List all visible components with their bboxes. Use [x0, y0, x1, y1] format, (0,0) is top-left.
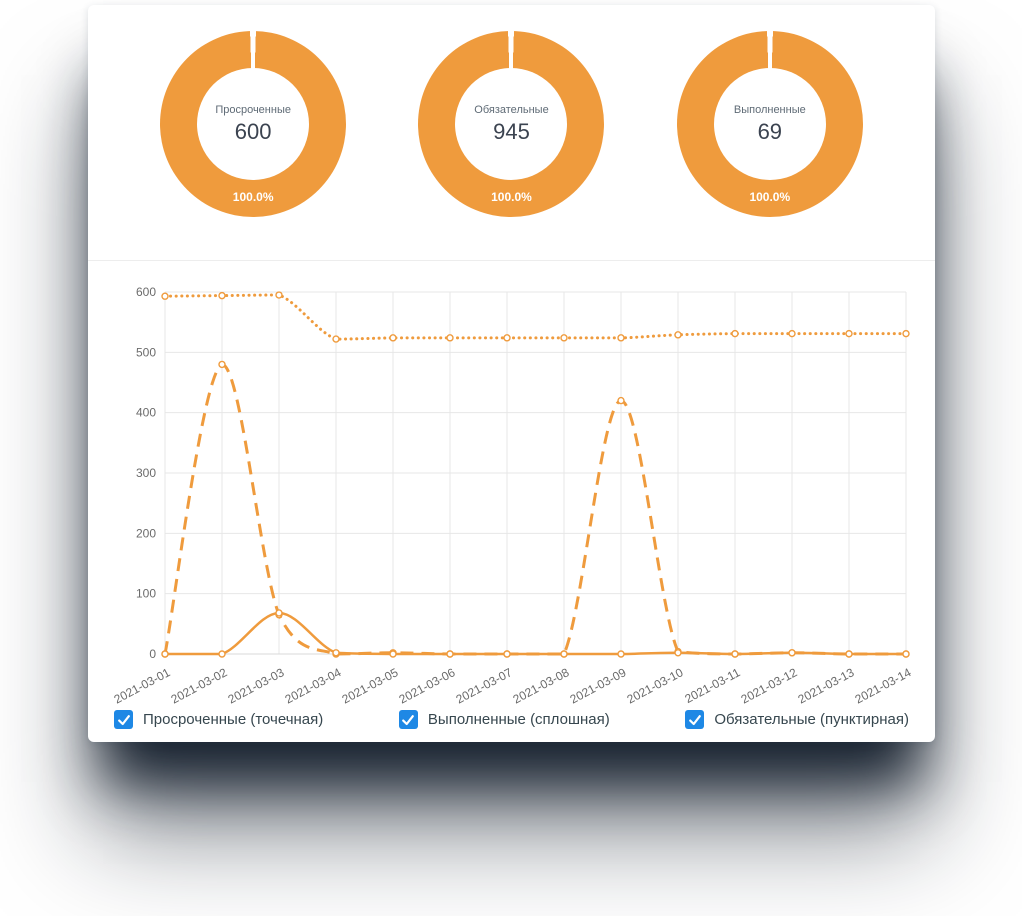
donut-hole: Выполненные 69	[713, 68, 826, 180]
legend-item-overdue[interactable]: Просроченные (точечная)	[114, 710, 323, 729]
data-point-marker	[275, 291, 283, 299]
data-point-marker	[674, 331, 682, 339]
data-point-marker	[389, 650, 397, 658]
donut-percent-badge: 100.0%	[491, 190, 532, 204]
donut-label: Просроченные	[215, 103, 291, 116]
y-tick-label: 200	[136, 526, 156, 540]
legend-label[interactable]: Обязательные (пунктирная)	[714, 711, 909, 728]
x-tick-label: 2021-03-05	[340, 665, 401, 706]
checkbox-completed[interactable]	[398, 710, 418, 729]
x-tick-label: 2021-03-10	[625, 665, 686, 706]
donut-label: Выполненные	[733, 103, 806, 116]
y-tick-label: 400	[136, 406, 156, 420]
checkbox-mandatory[interactable]	[685, 710, 705, 729]
x-tick-label: 2021-03-02	[169, 665, 230, 706]
donut-hole: Просроченные 600	[197, 68, 310, 180]
x-tick-label: 2021-03-04	[283, 665, 344, 706]
x-tick-label: 2021-03-09	[568, 665, 629, 706]
x-tick-label: 2021-03-12	[739, 665, 800, 706]
data-point-marker	[617, 650, 625, 658]
x-tick-label: 2021-03-06	[397, 665, 458, 706]
data-point-marker	[560, 650, 568, 658]
data-point-marker	[503, 650, 511, 658]
section-divider	[88, 260, 935, 261]
checkmark-icon	[688, 714, 701, 725]
x-tick-label: 2021-03-08	[511, 665, 572, 706]
checkmark-icon	[402, 714, 415, 725]
donut-value: 600	[234, 118, 272, 144]
data-point-marker	[617, 334, 625, 342]
donut-value: 945	[493, 118, 530, 144]
data-point-marker	[161, 650, 169, 658]
legend-label[interactable]: Просроченные (точечная)	[143, 711, 324, 728]
y-tick-label: 0	[149, 647, 156, 661]
donut-label: Обязательные	[474, 103, 549, 116]
y-tick-label: 500	[136, 345, 156, 359]
x-tick-label: 2021-03-03	[226, 665, 287, 706]
donut-percent-badge: 100.0%	[749, 190, 791, 204]
donut-summary-row: Просроченные 600 100.0% Обязательные 945…	[88, 5, 935, 217]
donut-chart-mandatory: Обязательные 945 100.0%	[382, 31, 640, 217]
data-point-marker	[218, 291, 226, 300]
data-point-marker	[845, 650, 853, 658]
data-point-marker	[845, 329, 853, 338]
donut-ring-overdue[interactable]: Просроченные 600 100.0%	[160, 31, 347, 217]
donut-chart-completed: Выполненные 69 100.0%	[641, 31, 899, 217]
y-tick-label: 600	[136, 285, 156, 299]
x-tick-label: 2021-03-11	[682, 665, 742, 706]
data-point-marker	[902, 650, 910, 658]
data-point-marker	[788, 649, 796, 657]
donut-percent-badge: 100.0%	[232, 190, 274, 204]
donut-ring-completed[interactable]: Выполненные 69 100.0%	[676, 31, 863, 217]
donut-ring-mandatory[interactable]: Обязательные 945 100.0%	[418, 31, 605, 217]
y-tick-label: 100	[136, 587, 156, 601]
series-line-solid	[164, 611, 906, 656]
data-point-marker	[218, 650, 226, 658]
data-point-marker	[218, 360, 226, 369]
checkmark-icon	[117, 714, 130, 725]
data-point-marker	[332, 649, 340, 657]
data-point-marker	[161, 292, 169, 300]
chart-legend: Просроченные (точечная) Выполненные (спл…	[88, 710, 935, 729]
y-tick-label: 300	[136, 466, 156, 480]
data-point-marker	[731, 650, 739, 658]
x-tick-label: 2021-03-14	[853, 665, 914, 706]
data-point-marker	[788, 329, 796, 338]
legend-label[interactable]: Выполненные (сплошная)	[427, 711, 610, 728]
donut-value: 69	[757, 118, 783, 144]
data-point-marker	[389, 334, 397, 342]
donut-hole: Обязательные 945	[455, 68, 568, 180]
data-point-marker	[560, 334, 568, 342]
legend-item-completed[interactable]: Выполненные (сплошная)	[398, 710, 610, 729]
data-point-marker	[617, 396, 625, 405]
checkbox-overdue[interactable]	[114, 710, 133, 729]
x-tick-label: 2021-03-07	[454, 665, 515, 706]
x-tick-label: 2021-03-01	[112, 665, 173, 706]
x-tick-label: 2021-03-13	[796, 665, 857, 706]
dashboard-card: Просроченные 600 100.0% Обязательные 945…	[88, 5, 935, 742]
legend-item-mandatory[interactable]: Обязательные (пунктирная)	[685, 710, 909, 729]
data-point-marker	[332, 335, 340, 343]
data-point-marker	[674, 649, 682, 657]
data-point-marker	[446, 334, 454, 342]
data-point-marker	[503, 334, 511, 342]
data-point-marker	[446, 650, 454, 658]
series-line-dashed	[163, 362, 906, 656]
donut-chart-overdue: Просроченные 600 100.0%	[124, 31, 382, 217]
line-chart[interactable]: 2021-03-012021-03-022021-03-032021-03-04…	[88, 275, 935, 707]
data-point-marker	[731, 329, 739, 338]
data-point-marker	[275, 609, 283, 617]
data-point-marker	[902, 329, 910, 338]
